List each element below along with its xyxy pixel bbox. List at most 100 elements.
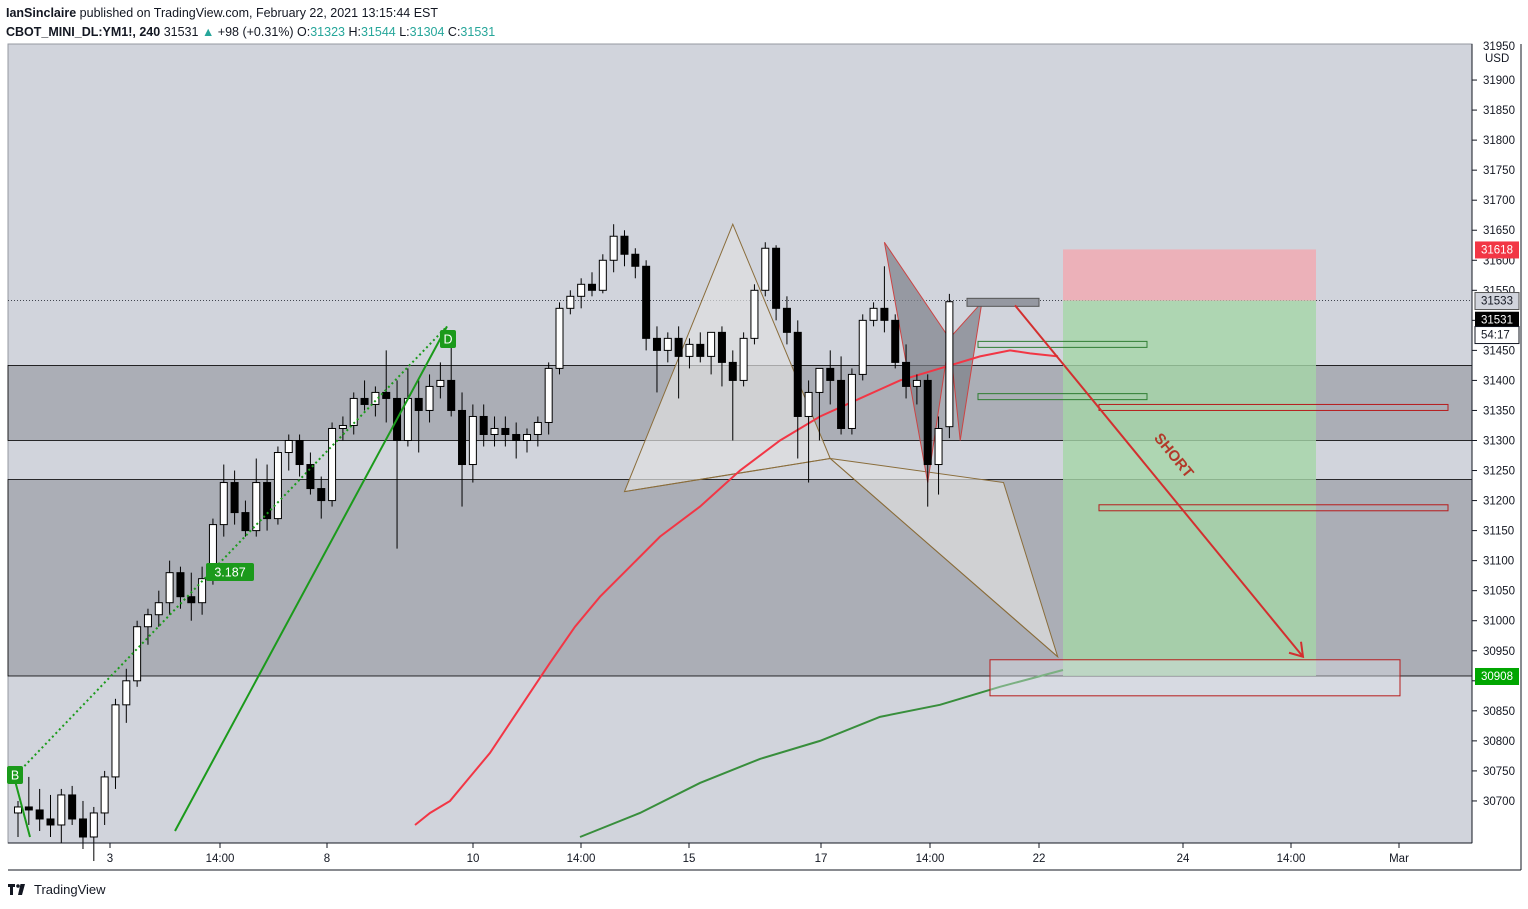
change-arrow-icon: ▲ xyxy=(201,25,215,39)
time-tick-label: 14:00 xyxy=(567,853,596,865)
candle xyxy=(663,337,672,351)
candle xyxy=(273,452,282,520)
time-tick-label: 24 xyxy=(1177,853,1190,865)
candle xyxy=(447,379,456,411)
candle xyxy=(717,331,726,363)
candle xyxy=(512,433,521,441)
candle xyxy=(577,283,586,297)
candle xyxy=(772,247,781,309)
candle xyxy=(912,379,921,387)
candle xyxy=(707,331,716,357)
price-tick-label: 30850 xyxy=(1483,706,1515,718)
candle xyxy=(349,397,358,426)
candle xyxy=(458,409,467,466)
candle xyxy=(338,424,347,429)
price-tag-label: 54:17 xyxy=(1481,330,1510,342)
symbol-name[interactable]: CBOT_MINI_DL:YM1!, 240 xyxy=(6,25,161,39)
candle xyxy=(295,439,304,466)
green-moving-average xyxy=(579,669,1064,838)
candle xyxy=(122,680,131,706)
candle xyxy=(24,806,33,811)
time-tick-label: 14:00 xyxy=(1277,853,1306,865)
price-tick-label: 31400 xyxy=(1483,375,1515,387)
candle xyxy=(414,397,423,411)
candle xyxy=(143,614,152,628)
candle xyxy=(696,343,705,357)
candle xyxy=(631,253,640,267)
price-tick-label: 31000 xyxy=(1483,616,1515,628)
price-tick-label: 31100 xyxy=(1483,556,1514,568)
point-d-label-text: D xyxy=(443,333,452,347)
candle xyxy=(154,602,163,616)
candle xyxy=(923,379,932,466)
time-tick-label: 8 xyxy=(324,853,330,865)
candle xyxy=(241,512,250,532)
time-tick-label: 17 xyxy=(815,853,828,865)
price-tick-label: 30800 xyxy=(1483,736,1515,748)
candle xyxy=(306,464,315,490)
price-tick-label: 31050 xyxy=(1483,586,1515,598)
candle xyxy=(555,307,564,369)
high-label: H: xyxy=(348,25,361,39)
pattern-small-2 xyxy=(948,300,983,441)
time-tick-label: 14:00 xyxy=(206,853,235,865)
point-d-label-bg xyxy=(440,330,456,348)
price-tag-label: 31618 xyxy=(1481,244,1513,256)
candle xyxy=(533,421,542,435)
candle xyxy=(674,337,683,357)
ratio-label-text: 3.187 xyxy=(214,566,245,580)
candle xyxy=(837,379,846,429)
candle xyxy=(35,809,44,820)
time-tick-label: 14:00 xyxy=(916,853,945,865)
candle xyxy=(187,596,196,604)
short-arrow-head xyxy=(1288,641,1305,659)
target-box xyxy=(989,659,1401,697)
candle xyxy=(252,482,261,532)
level-box-1 xyxy=(977,340,1148,348)
candle xyxy=(750,289,759,339)
pattern-leg-bd xyxy=(829,458,1059,658)
candle xyxy=(934,427,943,466)
price-tick-label: 31150 xyxy=(1483,526,1514,538)
price-unit-label: USD xyxy=(1485,53,1509,65)
price-tag-label: 30908 xyxy=(1481,671,1513,683)
price-tick-label: 31350 xyxy=(1483,405,1515,417)
candle xyxy=(382,391,391,399)
candle xyxy=(642,265,651,339)
footer-brand[interactable]: TradingView xyxy=(34,881,106,897)
price-change: +98 (+0.31%) xyxy=(217,25,294,39)
pattern-leg-xb xyxy=(624,458,831,493)
candle xyxy=(826,367,835,381)
candle xyxy=(490,427,499,435)
price-tick-label-top: 31950 xyxy=(1483,41,1515,53)
candle xyxy=(57,794,66,826)
author-name[interactable]: IanSinclaire xyxy=(6,6,77,20)
tradingview-logo-icon[interactable] xyxy=(8,882,28,896)
candle xyxy=(263,482,272,520)
candle xyxy=(739,337,748,381)
stop-loss-zone xyxy=(1063,249,1316,301)
low-label: L: xyxy=(399,25,410,39)
candle xyxy=(598,259,607,291)
candle xyxy=(815,367,824,393)
candle xyxy=(880,307,889,321)
price-tick-label: 31300 xyxy=(1483,435,1515,447)
candle xyxy=(479,415,488,435)
candle xyxy=(46,818,55,826)
time-tick-label: 3 xyxy=(107,853,113,865)
close-value: 31531 xyxy=(460,25,496,39)
candle xyxy=(523,433,532,441)
price-tag-bg xyxy=(1474,326,1520,345)
candle xyxy=(68,794,77,820)
candle xyxy=(587,283,596,291)
price-tag-bg xyxy=(1475,667,1519,685)
price-tick-label: 30700 xyxy=(1483,796,1515,808)
level-box-4 xyxy=(1098,504,1449,512)
price-tick-label: 31650 xyxy=(1483,225,1515,237)
candle xyxy=(793,331,802,417)
point-b-label: B xyxy=(7,766,23,784)
candle xyxy=(436,379,445,387)
price-axis-bg xyxy=(1473,44,1523,843)
publish-info: published on TradingView.com, February 2… xyxy=(79,6,439,20)
